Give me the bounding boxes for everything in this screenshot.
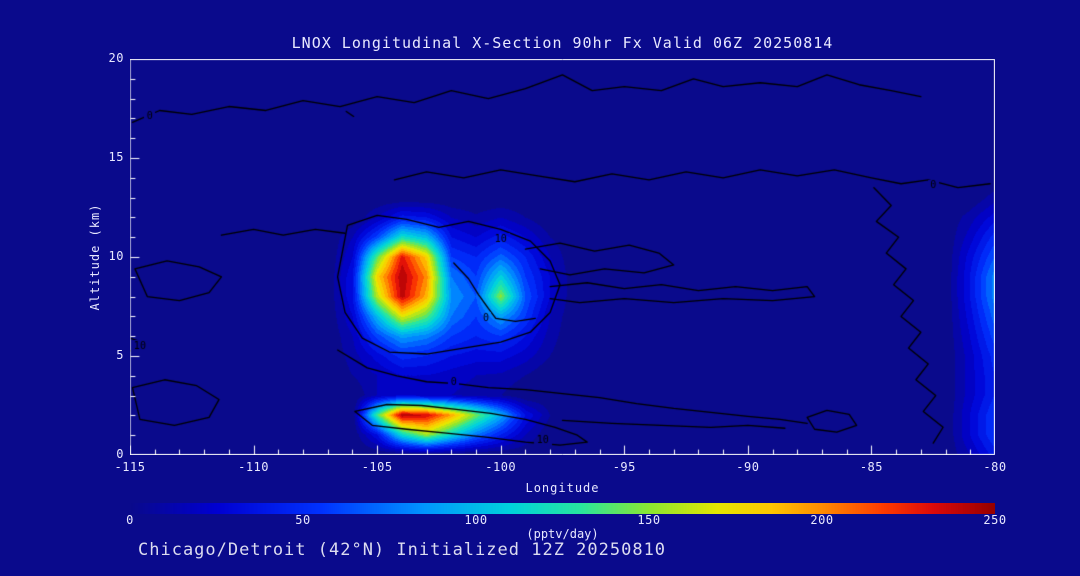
y-tick-label: 5 — [116, 348, 124, 362]
colorbar-tick-label: 100 — [464, 513, 488, 527]
colorbar-units-label: (pptv/day) — [526, 527, 599, 541]
x-tick-label: -100 — [485, 460, 517, 474]
colorbar-tick-label: 200 — [810, 513, 834, 527]
x-tick-label: -85 — [859, 460, 884, 474]
y-tick-label: 10 — [108, 249, 124, 263]
x-tick-label: -95 — [612, 460, 636, 474]
xsection-heatmap-canvas — [130, 59, 995, 455]
x-axis-label: Longitude — [525, 481, 600, 495]
initialization-caption: Chicago/Detroit (42°N) Initialized 12Z 2… — [138, 540, 667, 560]
chart-title: LNOX Longitudinal X-Section 90hr Fx Vali… — [291, 34, 834, 52]
colorbar-tick-label: 50 — [295, 513, 311, 527]
colorbar-tick-label: 250 — [983, 513, 1007, 527]
x-tick-label: -80 — [983, 460, 1007, 474]
y-tick-label: 0 — [116, 447, 124, 461]
x-tick-label: -90 — [736, 460, 760, 474]
x-tick-label: -110 — [238, 460, 270, 474]
x-tick-label: -115 — [114, 460, 146, 474]
colorbar-tick-label: 0 — [126, 513, 134, 527]
y-tick-label: 20 — [108, 51, 124, 65]
colorbar-gradient-canvas — [130, 503, 995, 514]
colorbar — [130, 499, 995, 514]
x-tick-label: -105 — [361, 460, 393, 474]
xsection-plot-area — [130, 59, 995, 455]
colorbar-tick-label: 150 — [637, 513, 661, 527]
y-tick-label: 15 — [108, 150, 124, 164]
